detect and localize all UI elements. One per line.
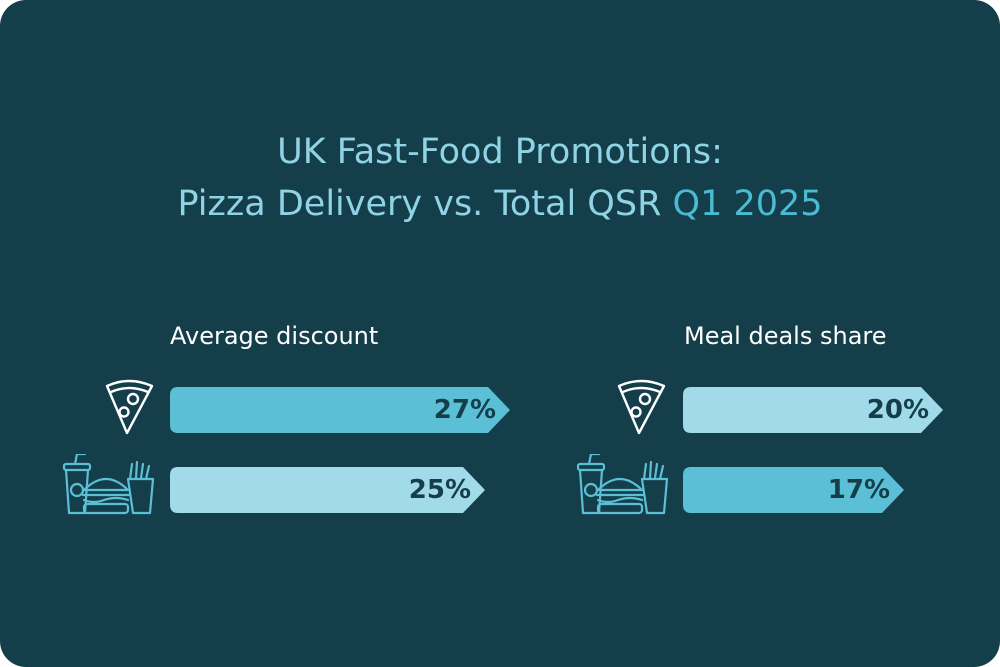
bar-shape-average-discount-pizza: [170, 387, 510, 433]
chart-title: UK Fast-Food Promotions: Pizza Delivery …: [0, 126, 1000, 230]
pizza-icon: [615, 378, 667, 436]
fast-food-icon: [572, 454, 672, 516]
pizza-icon: [103, 378, 155, 436]
bar-average-discount-qsr: 25%: [170, 467, 510, 513]
bar-fill: [170, 467, 485, 513]
bar-fill: [683, 467, 904, 513]
bar-shape-meal-deals-qsr: [683, 467, 904, 513]
title-line-1: UK Fast-Food Promotions:: [277, 132, 723, 172]
title-line-2-accent: Q1 2025: [672, 184, 823, 224]
title-line-2: Pizza Delivery vs. Total QSR Q1 2025: [0, 178, 1000, 230]
bar-meal-deals-pizza: 20%: [683, 387, 943, 433]
bar-meal-deals-qsr: 17%: [683, 467, 943, 513]
bar-fill: [683, 387, 943, 433]
bar-average-discount-pizza: 27%: [170, 387, 510, 433]
bar-shape-meal-deals-pizza: [683, 387, 943, 433]
value-label-meal-deals-qsr: 17%: [827, 475, 890, 505]
bar-fill: [170, 387, 510, 433]
value-label-average-discount-qsr: 25%: [408, 475, 471, 505]
title-line-2-main: Pizza Delivery vs. Total QSR: [177, 184, 662, 224]
value-label-average-discount-pizza: 27%: [433, 395, 496, 425]
value-label-meal-deals-pizza: 20%: [866, 395, 929, 425]
fast-food-icon: [58, 454, 158, 516]
panel-title-average-discount: Average discount: [170, 322, 379, 350]
bar-shape-average-discount-qsr: [170, 467, 485, 513]
panel-title-meal-deals-share: Meal deals share: [684, 322, 887, 350]
